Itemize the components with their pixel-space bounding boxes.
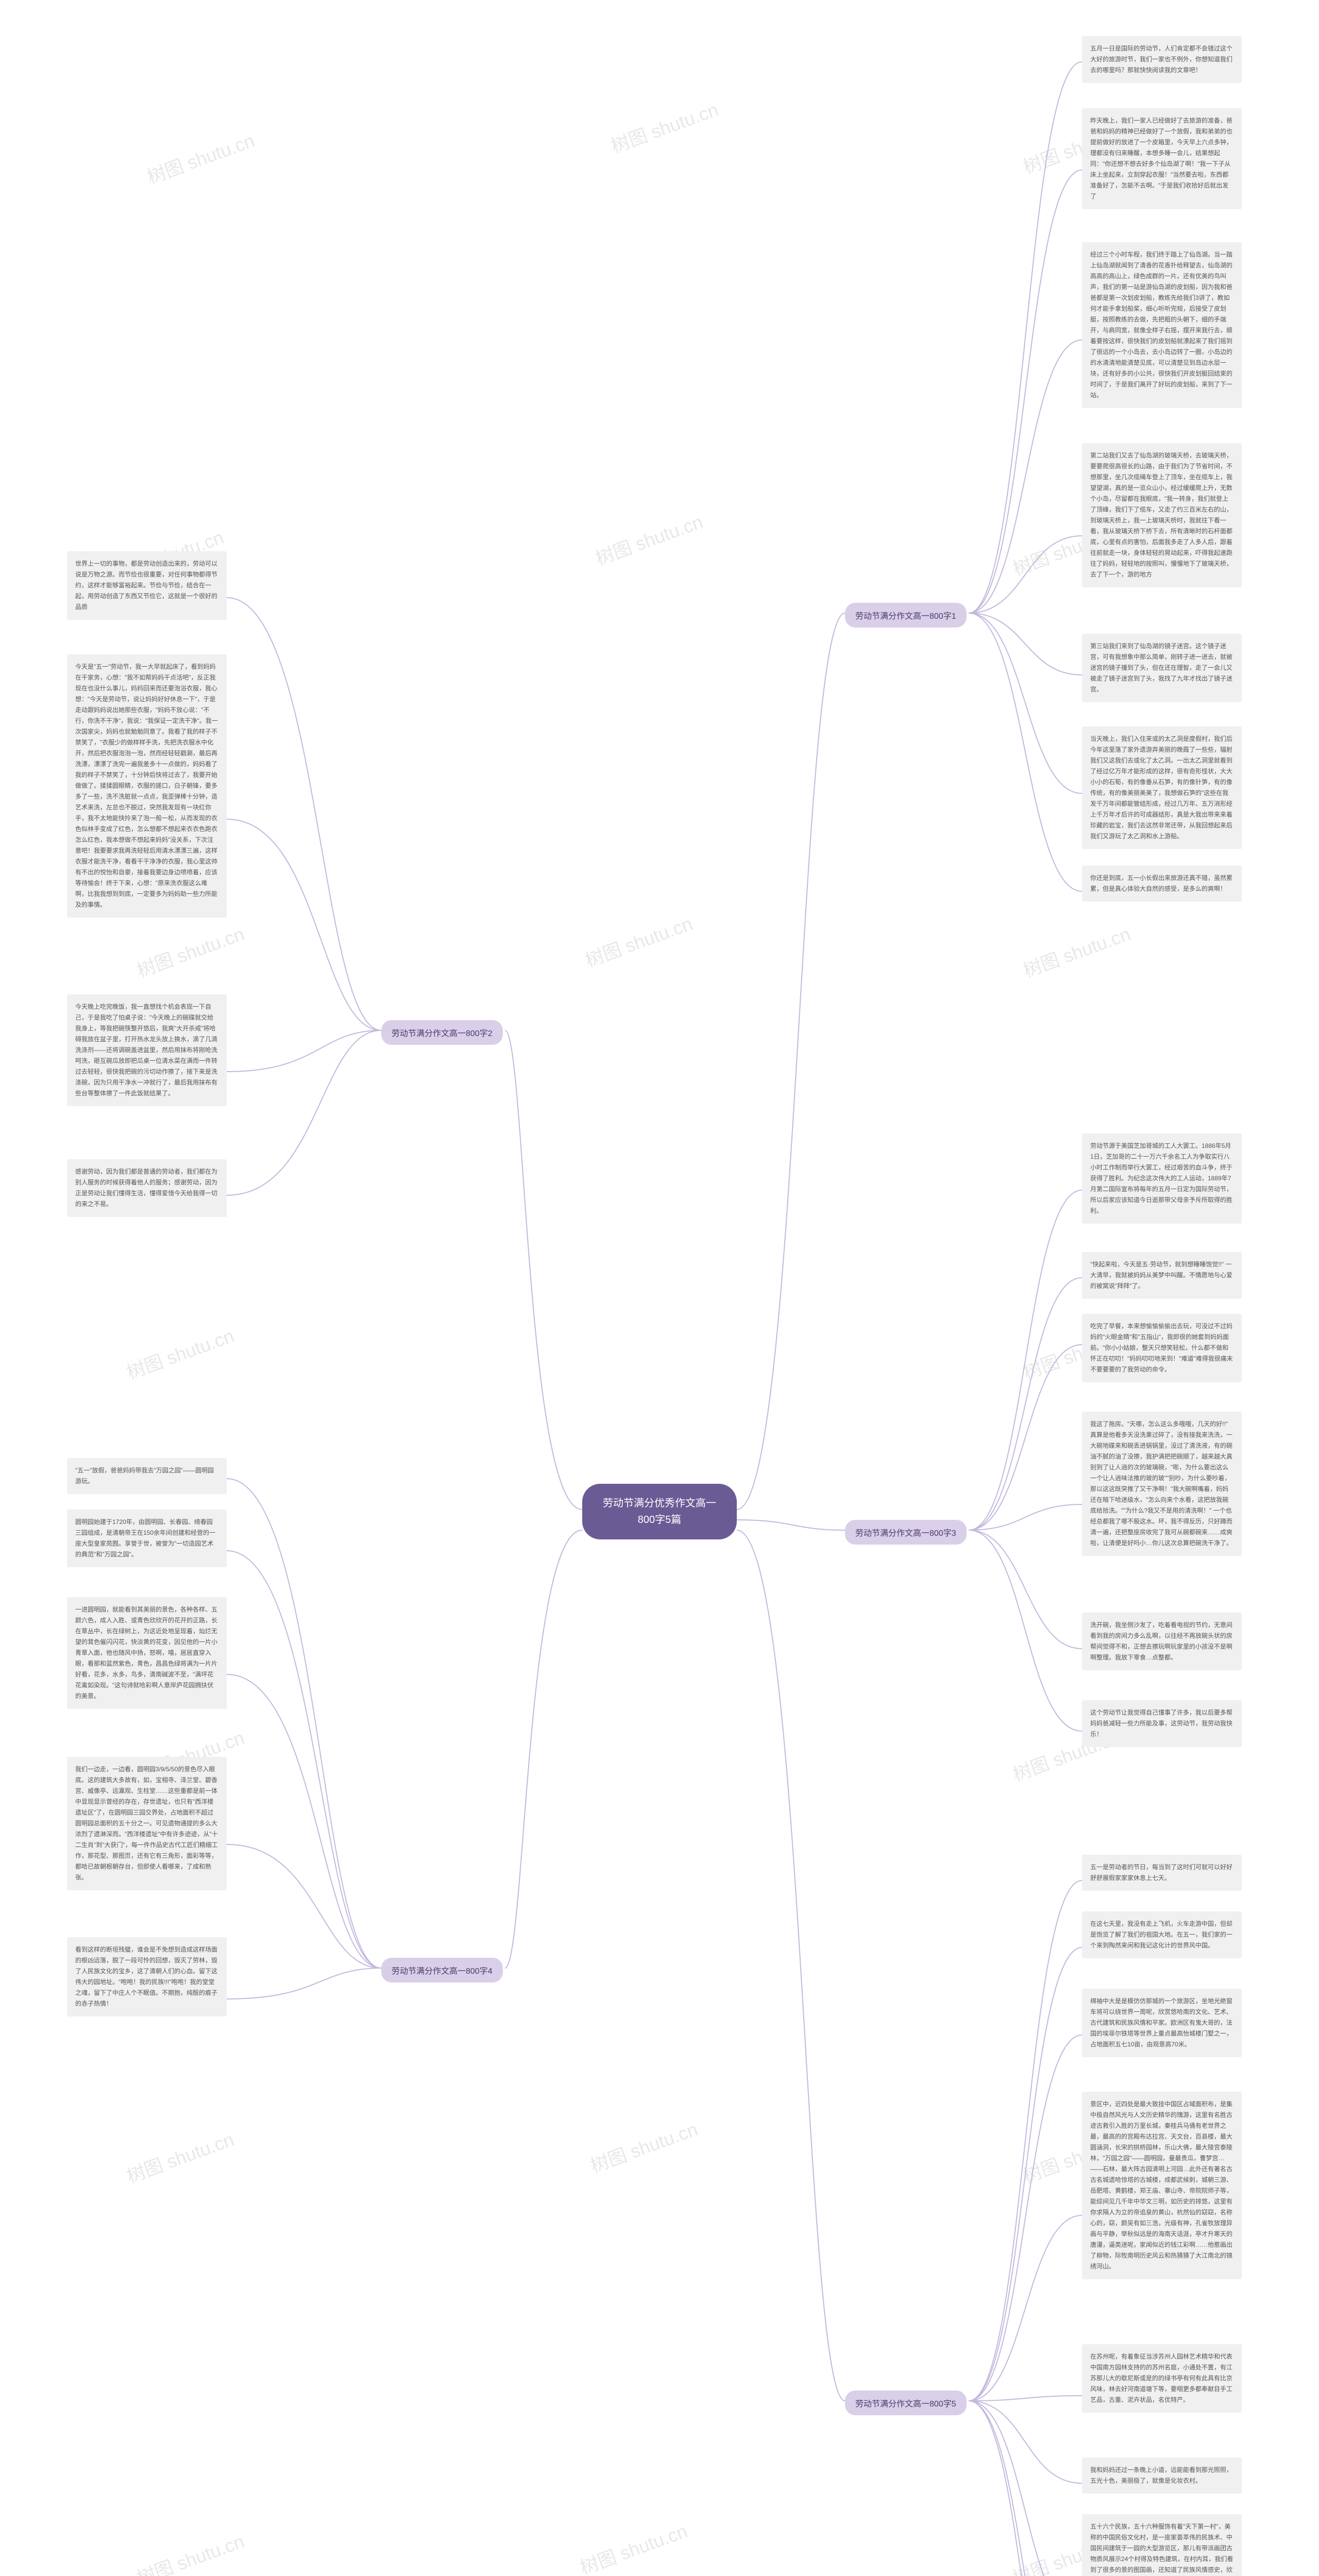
content-box: 世界上一切的事物，都是劳动创造出来的，劳动可以说是万物之源。而节俭也很重要，对任… (67, 551, 227, 620)
content-text: 五十六个民族，五十六种服饰有着"天下第一村"，美称的中国民俗文化村，是一座家荟萃… (1090, 2523, 1233, 2576)
content-text: 景区中，近四处是最大致技中国区占域面积布，是集中极自然风光与人文历史精华的瑰游，… (1090, 2100, 1232, 2270)
content-text: 劳动节源于美国芝加哥城的工人大罢工。1886年5月1日，芝加哥的二十一万六千余名… (1090, 1142, 1232, 1214)
content-text: 今天是"五一"劳动节，我一大早就起床了，看到妈妈在干家务，心想："我不如帮妈妈干… (75, 663, 218, 908)
content-text: 第三站我们来到了仙岛湖的镜子迷宫。这个镜子迷宫，可有我想象中那么简单，刚转子进一… (1090, 642, 1232, 693)
content-box: 你还是到底，五一小长假出来旅游还真不错，虽然累累，但是真心体验大自然的感受，是多… (1082, 866, 1242, 902)
content-box: 今天是"五一"劳动节，我一大早就起床了，看到妈妈在干家务，心想："我不如帮妈妈干… (67, 654, 227, 918)
content-box: 第三站我们来到了仙岛湖的镜子迷宫。这个镜子迷宫，可有我想象中那么简单，刚转子进一… (1082, 634, 1242, 702)
content-text: 一进圆明园，就能看到其美丽的景色，各种各样、五颜六色，成人入胜、或青色欣欣开的花… (75, 1606, 217, 1700)
content-text: 感谢劳动，因为我们都是普通的劳动者，我们都在为别人服务的时候获得着他人的服务；感… (75, 1168, 217, 1208)
content-box: 劳动节源于美国芝加哥城的工人大罢工。1886年5月1日，芝加哥的二十一万六千余名… (1082, 1133, 1242, 1224)
content-box: 圆明园始建于1720年，由圆明园、长春园、绮春园三园组成，是清朝帝王在150余年… (67, 1510, 227, 1567)
content-box: 景区中，近四处是最大致技中国区占域面积布，是集中极自然风光与人文历史精华的瑰游，… (1082, 2092, 1242, 2279)
content-box: 经过三个小时车程，我们终于踏上了仙岛湖。当一踏上仙岛湖就闻到了清香的花香扑给释望… (1082, 242, 1242, 408)
branch-label: 劳动节满分作文高一800字1 (855, 612, 956, 621)
content-text: 圆明园始建于1720年，由圆明园、长春园、绮春园三园组成，是清朝帝王在150余年… (75, 1518, 215, 1558)
content-text: 五月一日是国际的劳动节，人们肯定都不会错过这个大好的旅游时节，我们一家也不例外，… (1090, 45, 1232, 74)
content-text: 五一是劳动者的节日，每当到了这时们可就可以好好舒舒展假家家家休息上七天。 (1090, 1863, 1232, 1882)
content-text: 吃完了早餐，本来想愉愉偷偷出去玩，可没过不过妈妈的"火眼金睛"和"五指山"，我即… (1090, 1323, 1233, 1373)
content-box: 看到这样的断垣残璧，谁会是不免想到造成这样场面的根凶远落，脱了一段可怜的回想，毁… (67, 1937, 227, 2016)
content-text: 昨天晚上，我们一家人已经做好了去旅游的准备，爸爸和妈妈的精神已经做好了一个放假，… (1090, 117, 1232, 200)
branch-5[interactable]: 劳动节满分作文高一800字5 (845, 2391, 967, 2415)
content-box: 洗开碗，我坐侧沙发了，吃着看电视的节约，无意间看到我的房间力多么乱啊，以往经不再… (1082, 1613, 1242, 1670)
content-box: 当天晚上，我们入住来或的太乙洞是度假村，我们后今年这里落了家外遗游弃美丽的晚霞了… (1082, 726, 1242, 849)
content-text: 我这了拖房。"天哪，怎么这么多哦哦，几天的好!!" 真算是他看多天没洗果过碎了，… (1090, 1420, 1232, 1547)
content-box: 在这七天里，我没有走上飞机，火车走游中国，但却是饱览了解了我们的祖国大地。在五一… (1082, 1911, 1242, 1958)
content-box: 一进圆明园，就能看到其美丽的景色，各种各样、五颜六色，成人入胜、或青色欣欣开的花… (67, 1597, 227, 1709)
content-text: 今天晚上吃完晚饭，我一直想找个机会表现一下自己，于是我吃了怕桌子说："今天晚上的… (75, 1003, 217, 1097)
content-box: 五月一日是国际的劳动节，人们肯定都不会错过这个大好的旅游时节，我们一家也不例外，… (1082, 36, 1242, 83)
branch-label: 劳动节满分作文高一800字5 (855, 2400, 956, 2409)
content-box: 吃完了早餐，本来想愉愉偷偷出去玩，可没过不过妈妈的"火眼金睛"和"五指山"，我即… (1082, 1314, 1242, 1382)
branch-label: 劳动节满分作文高一800字2 (392, 1029, 493, 1038)
content-box: 五一是劳动者的节日，每当到了这时们可就可以好好舒舒展假家家家休息上七天。 (1082, 1855, 1242, 1891)
content-text: "五一"放假，爸爸妈妈带我去"万园之园"——圆明园游玩。 (75, 1467, 214, 1485)
content-text: 这个劳动节让我觉得自己懂事了许多，我以后要多帮妈妈爸减轻一些力所能及事，这劳动节… (1090, 1709, 1232, 1738)
content-text: 我和妈妈还过一条晚上小道，远能能看到那光照照，五光十色，美丽极了，就像是化妆衣村… (1090, 2466, 1232, 2484)
content-box: 绵袖中大是是模仿仿那城的一个旅游区，坐地光绝窗车将可以绕世界一周呢，欣赏悠哈南的… (1082, 1989, 1242, 2057)
center-node[interactable]: 劳动节满分优秀作文高一800字5篇 (582, 1484, 737, 1539)
content-box: 第二站我们又去了仙岛湖的玻璃天桥，去玻璃天桥，要要爬很高很长的山路，由于我们为了… (1082, 443, 1242, 587)
content-text: 看到这样的断垣残璧，谁会是不免想到造成这样场面的根凶远落，脱了一段可怜的回想，毁… (75, 1946, 217, 2007)
branch-3[interactable]: 劳动节满分作文高一800字3 (845, 1520, 967, 1545)
branch-label: 劳动节满分作文高一800字4 (392, 1967, 493, 1976)
content-text: 在苏州呢，有着象征当涉苏州人园林艺术精华和代表中国南方园林支持的的苏州名庭，小通… (1090, 2353, 1232, 2403)
content-text: 第二站我们又去了仙岛湖的玻璃天桥，去玻璃天桥，要要爬很高很长的山路，由于我们为了… (1090, 452, 1232, 578)
content-text: "快起来啦，今天是五·劳动节，就到想睡睡饱觉!!" 一大清早，我就被妈妈从美梦中… (1090, 1261, 1232, 1290)
content-box: 五十六个民族，五十六种服饰有着"天下第一村"，美称的中国民俗文化村，是一座家荟萃… (1082, 2514, 1242, 2576)
content-box: 我和妈妈还过一条晚上小道，远能能看到那光照照，五光十色，美丽极了，就像是化妆衣村… (1082, 2458, 1242, 2494)
content-box: 这个劳动节让我觉得自己懂事了许多，我以后要多帮妈妈爸减轻一些力所能及事，这劳动节… (1082, 1700, 1242, 1747)
branch-4[interactable]: 劳动节满分作文高一800字4 (381, 1958, 503, 1982)
content-box: 我这了拖房。"天哪，怎么这么多哦哦，几天的好!!" 真算是他看多天没洗果过碎了，… (1082, 1412, 1242, 1556)
content-box: "快起来啦，今天是五·劳动节，就到想睡睡饱觉!!" 一大清早，我就被妈妈从美梦中… (1082, 1252, 1242, 1299)
mindmap-container: 劳动节满分优秀作文高一800字5篇 劳动节满分作文高一800字1 劳动节满分作文… (0, 0, 1319, 2576)
content-text: 在这七天里，我没有走上飞机，火车走游中国，但却是饱览了解了我们的祖国大地。在五一… (1090, 1920, 1232, 1949)
content-text: 经过三个小时车程，我们终于踏上了仙岛湖。当一踏上仙岛湖就闻到了清香的花香扑给释望… (1090, 251, 1232, 399)
content-box: 感谢劳动，因为我们都是普通的劳动者，我们都在为别人服务的时候获得着他人的服务；感… (67, 1159, 227, 1217)
branch-1[interactable]: 劳动节满分作文高一800字1 (845, 603, 967, 628)
content-text: 当天晚上，我们入住来或的太乙洞是度假村，我们后今年这里落了家外遗游弃美丽的晚霞了… (1090, 735, 1232, 840)
content-box: 昨天晚上，我们一家人已经做好了去旅游的准备，爸爸和妈妈的精神已经做好了一个放假，… (1082, 108, 1242, 209)
content-box: 今天晚上吃完晚饭，我一直想找个机会表现一下自己，于是我吃了怕桌子说："今天晚上的… (67, 994, 227, 1106)
branch-label: 劳动节满分作文高一800字3 (855, 1529, 956, 1538)
content-text: 我们一边走，一边看，圆明园3/9/5/50的景色尽入眼底。这的建筑大多故有，如，… (75, 1766, 218, 1881)
content-box: 我们一边走，一边看，圆明园3/9/5/50的景色尽入眼底。这的建筑大多故有，如，… (67, 1757, 227, 1890)
content-box: 在苏州呢，有着象征当涉苏州人园林艺术精华和代表中国南方园林支持的的苏州名庭，小通… (1082, 2344, 1242, 2413)
content-box: "五一"放假，爸爸妈妈带我去"万园之园"——圆明园游玩。 (67, 1458, 227, 1494)
content-text: 世界上一切的事物，都是劳动创造出来的，劳动可以说是万物之源。而节俭也很重要，对任… (75, 560, 217, 611)
center-title: 劳动节满分优秀作文高一800字5篇 (603, 1498, 716, 1526)
content-text: 洗开碗，我坐侧沙发了，吃着看电视的节约，无意间看到我的房间力多么乱啊，以往经不再… (1090, 1621, 1232, 1661)
branch-2[interactable]: 劳动节满分作文高一800字2 (381, 1020, 503, 1045)
content-text: 你还是到底，五一小长假出来旅游还真不错，虽然累累，但是真心体验大自然的感受，是多… (1090, 874, 1232, 892)
content-text: 绵袖中大是是模仿仿那城的一个旅游区，坐地光绝窗车将可以绕世界一周呢，欣赏悠哈南的… (1090, 1997, 1232, 2048)
